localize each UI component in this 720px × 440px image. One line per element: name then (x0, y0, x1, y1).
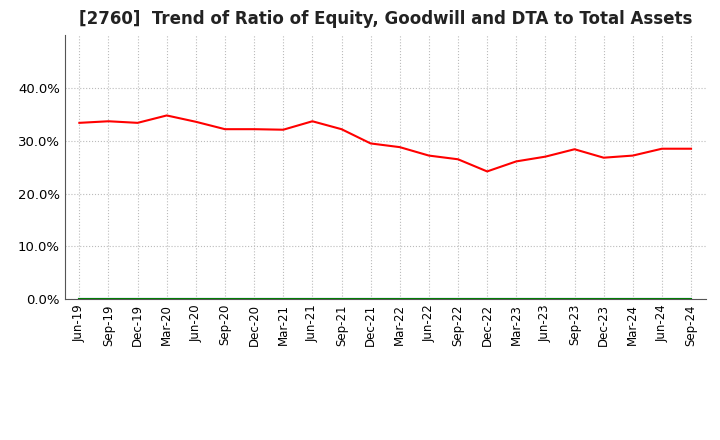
Deferred Tax Assets (599, 297, 608, 302)
Equity (163, 113, 171, 118)
Deferred Tax Assets (163, 297, 171, 302)
Goodwill (395, 297, 404, 302)
Deferred Tax Assets (483, 297, 492, 302)
Deferred Tax Assets (104, 297, 113, 302)
Goodwill (599, 297, 608, 302)
Equity (133, 120, 142, 125)
Goodwill (454, 297, 462, 302)
Goodwill (629, 297, 637, 302)
Goodwill (279, 297, 287, 302)
Title: [2760]  Trend of Ratio of Equity, Goodwill and DTA to Total Assets: [2760] Trend of Ratio of Equity, Goodwil… (78, 10, 692, 28)
Equity (308, 119, 317, 124)
Equity (192, 119, 200, 125)
Equity (75, 120, 84, 125)
Equity (570, 147, 579, 152)
Equity (250, 127, 258, 132)
Equity (395, 144, 404, 150)
Goodwill (308, 297, 317, 302)
Deferred Tax Assets (395, 297, 404, 302)
Goodwill (104, 297, 113, 302)
Goodwill (425, 297, 433, 302)
Deferred Tax Assets (366, 297, 375, 302)
Goodwill (483, 297, 492, 302)
Deferred Tax Assets (250, 297, 258, 302)
Equity (599, 155, 608, 160)
Deferred Tax Assets (512, 297, 521, 302)
Deferred Tax Assets (75, 297, 84, 302)
Equity (483, 169, 492, 174)
Goodwill (250, 297, 258, 302)
Deferred Tax Assets (687, 297, 696, 302)
Goodwill (657, 297, 666, 302)
Deferred Tax Assets (454, 297, 462, 302)
Line: Equity: Equity (79, 115, 691, 172)
Equity (220, 127, 229, 132)
Goodwill (163, 297, 171, 302)
Equity (629, 153, 637, 158)
Goodwill (366, 297, 375, 302)
Equity (104, 119, 113, 124)
Deferred Tax Assets (279, 297, 287, 302)
Deferred Tax Assets (425, 297, 433, 302)
Equity (687, 146, 696, 151)
Goodwill (570, 297, 579, 302)
Goodwill (687, 297, 696, 302)
Deferred Tax Assets (192, 297, 200, 302)
Goodwill (337, 297, 346, 302)
Deferred Tax Assets (337, 297, 346, 302)
Goodwill (133, 297, 142, 302)
Deferred Tax Assets (629, 297, 637, 302)
Equity (512, 159, 521, 164)
Goodwill (192, 297, 200, 302)
Goodwill (512, 297, 521, 302)
Equity (337, 127, 346, 132)
Goodwill (541, 297, 550, 302)
Deferred Tax Assets (657, 297, 666, 302)
Deferred Tax Assets (541, 297, 550, 302)
Goodwill (75, 297, 84, 302)
Equity (541, 154, 550, 159)
Deferred Tax Assets (308, 297, 317, 302)
Deferred Tax Assets (570, 297, 579, 302)
Equity (425, 153, 433, 158)
Deferred Tax Assets (133, 297, 142, 302)
Equity (657, 146, 666, 151)
Goodwill (220, 297, 229, 302)
Deferred Tax Assets (220, 297, 229, 302)
Equity (366, 141, 375, 146)
Equity (454, 157, 462, 162)
Equity (279, 127, 287, 132)
